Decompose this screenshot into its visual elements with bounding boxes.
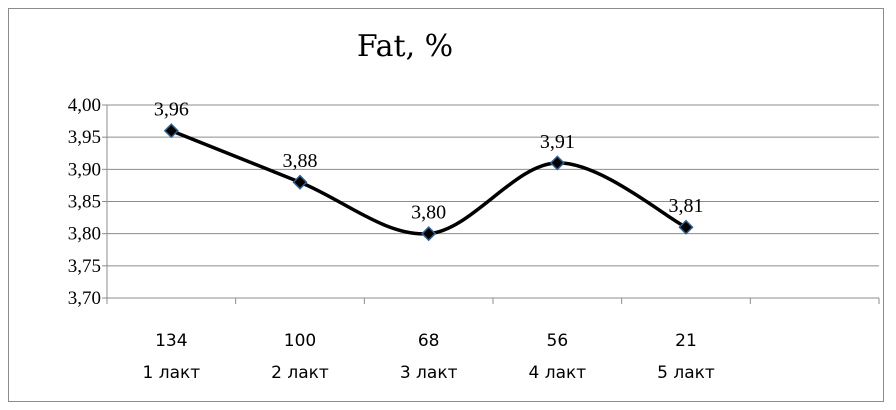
chart-title: Fat, %	[357, 29, 453, 64]
data-label: 3,96	[154, 99, 189, 121]
data-label: 3,80	[411, 202, 446, 224]
chart-area	[8, 8, 884, 402]
data-point-marker	[421, 226, 437, 242]
y-tick-label: 3,70	[68, 288, 101, 309]
data-point-marker	[292, 174, 308, 190]
y-tick-label: 3,90	[68, 159, 101, 180]
y-tick-label: 3,95	[68, 127, 101, 148]
x-tick-label: 3 лакт	[400, 363, 458, 383]
x-tick-label: 5 лакт	[657, 363, 715, 383]
y-tick-label: 3,75	[68, 256, 101, 277]
data-point-marker	[549, 155, 565, 171]
x-tick-label: 68	[418, 331, 440, 351]
x-tick-label: 4 лакт	[528, 363, 586, 383]
x-tick-label: 1 лакт	[142, 363, 200, 383]
y-tick-label: 3,80	[68, 224, 101, 245]
x-tick-label: 2 лакт	[271, 363, 329, 383]
x-tick-label: 100	[284, 331, 316, 351]
x-tick-label: 56	[547, 331, 569, 351]
data-label: 3,91	[540, 131, 575, 153]
y-tick-label: 4,00	[68, 95, 101, 116]
data-label: 3,81	[669, 195, 704, 217]
x-tick-label: 134	[155, 331, 187, 351]
y-tick-label: 3,85	[68, 192, 101, 213]
data-point-marker	[678, 219, 694, 235]
data-label: 3,88	[283, 150, 318, 172]
data-point-marker	[163, 123, 179, 139]
x-tick-label: 21	[675, 331, 697, 351]
